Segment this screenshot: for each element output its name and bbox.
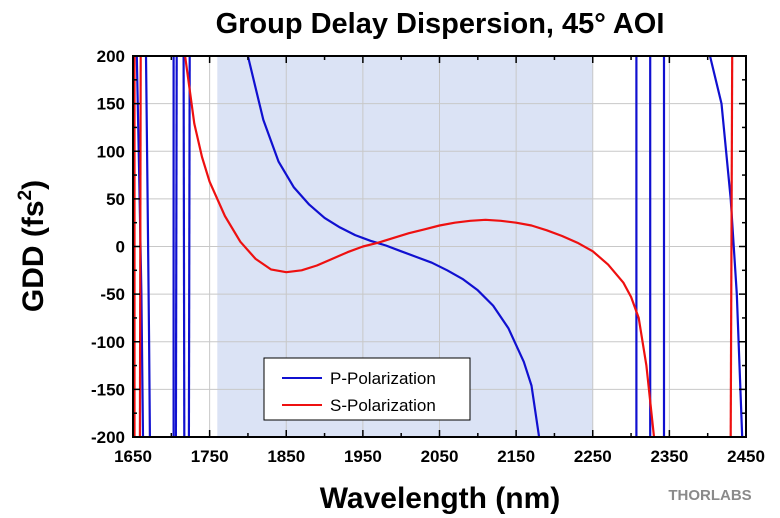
series-line-p-polarization	[187, 56, 191, 437]
series-line-s-polarization	[138, 56, 142, 437]
series-line-p-polarization	[182, 56, 186, 437]
legend-label-s-polarization: S-Polarization	[330, 396, 436, 415]
legend: P-Polarization S-Polarization	[263, 357, 471, 421]
y-axis-label: GDD (fs2)	[15, 180, 50, 312]
x-tick-label: 2350	[650, 447, 688, 466]
series-line-p-polarization	[144, 56, 151, 437]
series-line-s-polarization	[729, 56, 734, 437]
x-tick-labels: 1650 1750 1850 1950 2050 2150 2250 2350 2450	[114, 447, 765, 466]
x-tick-label: 2050	[421, 447, 459, 466]
x-tick-label: 2150	[497, 447, 535, 466]
y-tick-label: 100	[97, 142, 125, 161]
y-tick-label: -50	[100, 285, 125, 304]
legend-box	[263, 357, 471, 421]
y-tick-label: -100	[91, 333, 125, 352]
x-tick-label: 2250	[574, 447, 612, 466]
series-line-p-polarization	[246, 56, 541, 437]
y-tick-label: -200	[91, 428, 125, 447]
x-tick-label: 1850	[267, 447, 305, 466]
legend-label-p-polarization: P-Polarization	[330, 369, 436, 388]
x-axis-label: Wavelength (nm)	[320, 482, 561, 515]
y-tick-label: 50	[106, 190, 125, 209]
y-tick-label: 0	[116, 238, 125, 257]
y-axis-label-main: GDD (fs	[17, 200, 50, 312]
y-tick-labels: 200 150 100 50 0 -50 -100 -150 -200	[91, 47, 125, 447]
series-line-p-polarization	[174, 56, 178, 437]
chart-title: Group Delay Dispersion, 45° AOI	[216, 8, 665, 40]
series-layer	[133, 56, 744, 437]
y-tick-label: -150	[91, 380, 125, 399]
axis-ticks	[132, 55, 747, 438]
x-tick-label: 1950	[344, 447, 382, 466]
y-tick-label: 150	[97, 95, 125, 114]
x-tick-label: 1750	[191, 447, 229, 466]
x-tick-label: 2450	[727, 447, 765, 466]
y-axis-label-close: )	[17, 180, 50, 190]
y-axis-label-superscript: 2	[15, 190, 36, 201]
brand-logo: THORLABS	[668, 487, 751, 504]
x-tick-label: 1650	[114, 447, 152, 466]
y-tick-label: 200	[97, 47, 125, 66]
series-line-s-polarization	[184, 56, 656, 437]
